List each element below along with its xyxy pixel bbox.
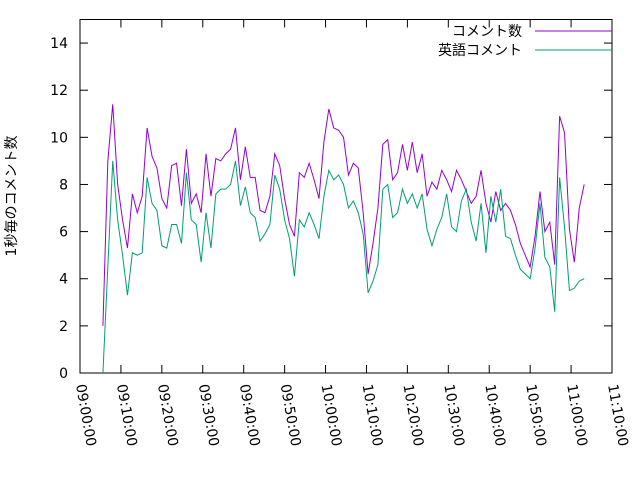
y-tick-label: 12: [50, 83, 68, 99]
legend-label: 英語コメント: [438, 42, 522, 59]
plot-border: [79, 19, 613, 374]
y-tick-label: 2: [59, 319, 68, 335]
x-tick-label: 11:10:00: [604, 383, 631, 448]
x-tick-label: 10:30:00: [440, 383, 467, 448]
x-tick-label: 10:40:00: [481, 383, 508, 448]
series-line: [102, 160, 585, 374]
y-tick-label: 0: [59, 366, 68, 382]
x-tick-label: 10:00:00: [318, 383, 345, 448]
x-tick-label: 10:50:00: [522, 383, 549, 448]
series-line: [102, 104, 585, 326]
x-tick-label: 09:30:00: [195, 383, 222, 448]
y-tick-label: 14: [50, 36, 68, 52]
x-tick-label: 09:40:00: [236, 383, 263, 448]
y-tick-label: 10: [50, 130, 68, 146]
x-tick-label: 10:10:00: [359, 383, 386, 448]
x-tick-label: 09:10:00: [113, 383, 140, 448]
x-tick-label: 09:20:00: [154, 383, 181, 448]
y-tick-label: 4: [59, 272, 68, 288]
x-tick-label: 11:00:00: [563, 383, 590, 448]
y-tick-label: 8: [59, 177, 68, 193]
y-axis-label: 1秒毎のコメント数: [4, 136, 20, 257]
x-tick-label: 09:00:00: [72, 383, 99, 448]
x-tick-label: 10:20:00: [399, 383, 426, 448]
y-tick-label: 6: [59, 225, 68, 241]
x-tick-label: 09:50:00: [277, 383, 304, 448]
legend-label: コメント数: [452, 24, 522, 40]
